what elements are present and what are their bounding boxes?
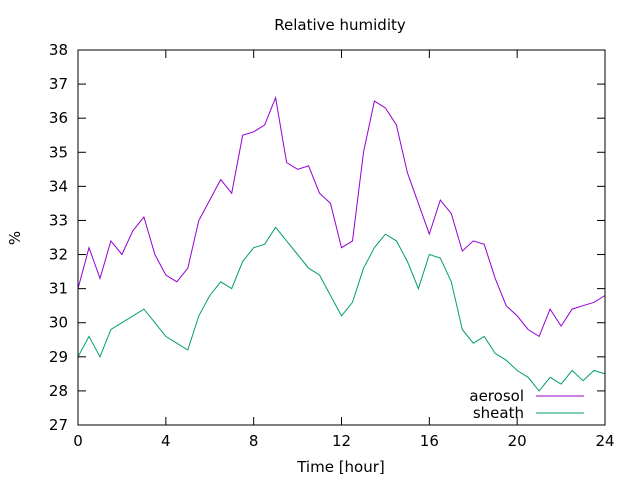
plot-frame xyxy=(77,49,606,426)
x-tick-label: 16 xyxy=(420,432,439,450)
y-tick-label: 28 xyxy=(49,382,68,400)
y-tick-label: 35 xyxy=(49,143,68,161)
y-axis-label: % xyxy=(6,231,24,245)
axis-ticks: 27 28 29 30 31 32 33 34 35 36 37 38 0 4 8 12 16 20 24 xyxy=(49,41,615,450)
y-tick-label: 29 xyxy=(49,348,68,366)
x-tick-label: 8 xyxy=(249,432,259,450)
y-tick-label: 32 xyxy=(49,246,68,264)
legend: aerosol sheath xyxy=(469,387,584,422)
x-tick-label: 20 xyxy=(508,432,527,450)
y-tick-label: 31 xyxy=(49,280,68,298)
legend-label-aerosol: aerosol xyxy=(469,387,524,405)
y-tick-label: 37 xyxy=(49,75,68,93)
x-tick-label: 4 xyxy=(161,432,171,450)
x-tick-label: 0 xyxy=(73,432,83,450)
series-line-aerosol xyxy=(77,95,606,338)
y-tick-label: 36 xyxy=(49,109,68,127)
y-tick-label: 30 xyxy=(49,314,68,332)
y-tick-label: 38 xyxy=(49,41,68,59)
y-tick-label: 33 xyxy=(49,211,68,229)
x-axis-label: Time [hour] xyxy=(296,458,385,476)
chart-title: Relative humidity xyxy=(274,16,406,34)
series-line-sheath xyxy=(77,226,606,392)
x-tick-label: 12 xyxy=(332,432,351,450)
x-tick-label: 24 xyxy=(595,432,614,450)
plot-series xyxy=(77,95,606,392)
legend-label-sheath: sheath xyxy=(473,404,524,422)
y-tick-label: 27 xyxy=(49,416,68,434)
y-tick-label: 34 xyxy=(49,177,68,195)
